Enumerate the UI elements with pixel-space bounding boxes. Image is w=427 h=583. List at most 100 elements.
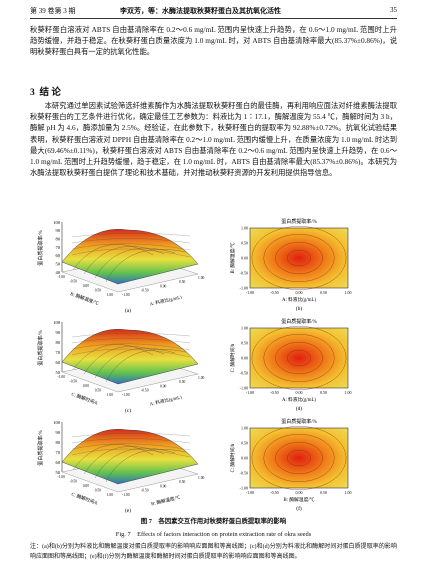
y-tick-label: 0.50 [241, 241, 248, 246]
z-tick-label: 80 [56, 236, 61, 241]
y-tick-label: 0.50 [95, 389, 101, 393]
y-tick-label: -0.50 [240, 471, 248, 476]
running-header: 第 39 卷第 3 期 李双芳，等：水酶法提取秋葵籽蛋白及其抗氧化活性 35 [30, 6, 397, 19]
y-tick-label: 0.00 [241, 456, 248, 461]
surface-mesh [94, 247, 176, 279]
z-tick-label: 50 [56, 370, 61, 375]
page-number: 35 [390, 6, 397, 14]
x-axis-label: B: 酶解温度/℃ [283, 496, 314, 503]
x-tick-label: 0.50 [320, 390, 327, 395]
contour-title: 蛋白质提取率/% [281, 318, 317, 325]
surface-mesh [105, 449, 187, 483]
y-tick-label: -0.50 [70, 280, 78, 284]
x-tick-label: -0.50 [141, 289, 149, 293]
y-tick-label: 0.00 [83, 484, 89, 488]
x-tick-label: 0.50 [320, 290, 327, 295]
z-tick-label: 60 [56, 253, 61, 258]
surface-mesh [94, 347, 176, 379]
z-tick-label: 80 [56, 440, 61, 445]
x-tick-label: 0.00 [160, 484, 166, 488]
y-tick-label: -1.00 [240, 386, 248, 391]
contour-title: 蛋白质提取率/% [281, 418, 317, 425]
y-axis-label: C: 酶解时间/h [229, 343, 236, 372]
z-tick-label: 70 [56, 350, 61, 355]
contour-field [249, 427, 349, 489]
z-tick-label: 50 [56, 261, 61, 266]
x-tick-label: -0.50 [270, 390, 278, 395]
panel-label: (f) [296, 505, 302, 512]
y-tick-label: -1.00 [58, 375, 66, 379]
z-tick-label: 100 [53, 220, 61, 225]
y-tick-label: 0.50 [95, 489, 101, 493]
section-heading: 3 结 论 [30, 84, 61, 98]
x-tick-label: 0.00 [160, 284, 166, 288]
paragraph: 本研究通过单因素试验筛选纤维素酶作为水酶法提取秋葵籽蛋白的最佳酶，再利用响应面法… [30, 101, 397, 178]
response-surface [61, 428, 199, 485]
x-tick-label: 1.00 [345, 390, 352, 395]
z-tick-label: 80 [56, 340, 61, 345]
x-tick-label: 0.00 [296, 290, 303, 295]
contour-line [251, 226, 347, 290]
y-tick-label: -1.00 [58, 475, 66, 479]
surface-mesh [105, 249, 187, 283]
y-tick-label: -0.50 [70, 380, 78, 384]
x-tick-label: -1.00 [246, 490, 254, 495]
y-tick-label: 0.00 [83, 284, 89, 288]
contour-line [275, 341, 323, 375]
surface-mesh [83, 246, 165, 275]
surface-mesh [71, 438, 191, 444]
y-tick-label: 1.00 [241, 326, 248, 331]
y-axis-label: C: 酶解时间/h [70, 491, 99, 507]
z-tick-label: 90 [56, 228, 61, 233]
surface-mesh [83, 446, 165, 475]
response-surface [61, 328, 199, 385]
y-axis-label: B: 酶解温度/℃ [69, 290, 100, 307]
surface-mesh [71, 348, 191, 358]
surface-mesh [71, 338, 191, 344]
y-axis-label: B: 酶解温度/℃ [229, 242, 236, 273]
z-tick-label: 60 [56, 460, 61, 465]
surface-mesh [105, 349, 187, 383]
y-tick-label: -1.00 [240, 286, 248, 291]
x-tick-label: 1.00 [345, 290, 352, 295]
y-tick-label: 1.00 [241, 426, 248, 431]
surface-mesh [71, 343, 191, 351]
contour-line [251, 426, 347, 490]
x-tick-label: 1.00 [345, 490, 352, 495]
surface-mesh [72, 244, 154, 271]
surface-mesh [71, 448, 191, 458]
panel-label: (e) [125, 507, 131, 514]
surface-mesh [71, 238, 191, 244]
z-axis-label: 蛋白质提取率/% [37, 430, 44, 466]
x-tick-label: -1.00 [246, 290, 254, 295]
contour-title: 蛋白质提取率/% [281, 218, 317, 225]
y-tick-label: 1.00 [107, 493, 113, 497]
x-tick-label: -1.00 [122, 493, 130, 497]
panel-label: (d) [296, 405, 303, 412]
z-axis-label: 蛋白质提取率/% [37, 330, 44, 366]
y-tick-label: 0.50 [95, 289, 101, 293]
figure-caption: 图 7 各因素交互作用对秋葵籽蛋白质提取率的影响 [140, 518, 287, 525]
contour-line [287, 249, 311, 267]
x-tick-label: -0.50 [270, 490, 278, 495]
surface-mesh [71, 233, 191, 238]
response-surface [61, 228, 199, 285]
contour-line [287, 449, 311, 467]
contour-line [275, 241, 323, 275]
z-tick-label: 100 [53, 320, 61, 325]
y-tick-label: 0.00 [241, 356, 248, 361]
panel-label: (b) [296, 305, 303, 312]
contour-line [251, 326, 347, 390]
surface-mesh [71, 443, 191, 451]
y-tick-label: 0.00 [241, 256, 248, 261]
x-tick-label: 0.00 [296, 390, 303, 395]
z-axis-label: 蛋白质提取率/% [37, 230, 44, 266]
x-tick-label: 1.00 [198, 376, 204, 380]
x-tick-label: -1.00 [122, 293, 130, 297]
y-tick-label: 0.50 [241, 341, 248, 346]
y-axis-label: C: 酶解时间/h [70, 391, 99, 407]
surface-mesh [83, 346, 165, 375]
surface-mesh [72, 444, 154, 471]
contour-line [263, 334, 335, 382]
contour-line [263, 434, 335, 482]
